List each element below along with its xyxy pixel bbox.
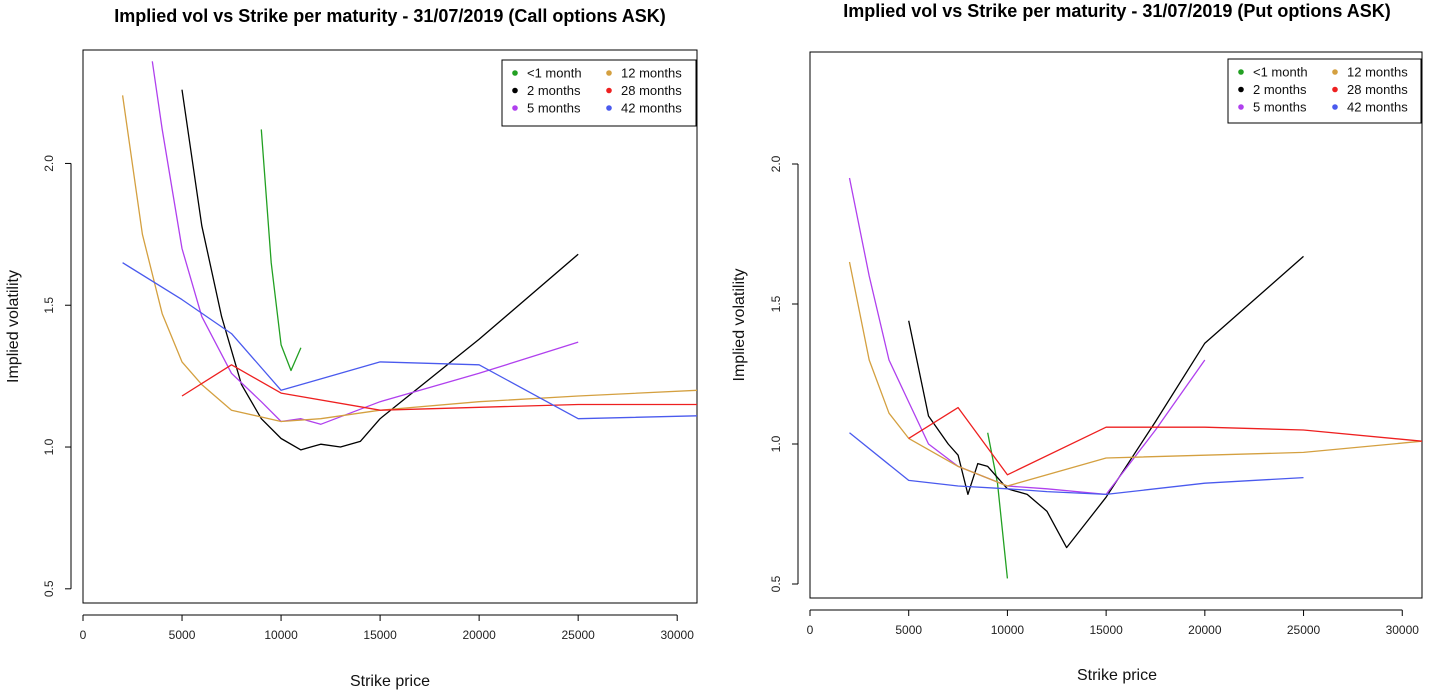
put-options-chart: Implied vol vs Strike per maturity - 31/… [731, 1, 1423, 684]
series-line-lt1-month [987, 432, 1009, 579]
x-tick-label: 10000 [991, 623, 1025, 637]
legend-label-5-months: 5 months [1253, 100, 1307, 115]
legend-marker-lt1-month [512, 70, 518, 76]
legend-label-2-months: 2 months [1253, 82, 1307, 97]
y-tick-label: 0.5 [769, 575, 783, 592]
series-line-42-months [849, 432, 1304, 496]
x-tick-label: 25000 [561, 628, 595, 642]
x-tick-label: 0 [807, 623, 814, 637]
legend-marker-12-months [606, 70, 612, 76]
y-tick-label: 1.5 [769, 295, 783, 312]
x-tick-label: 25000 [1287, 623, 1321, 637]
y-axis-label: Implied volatility [731, 269, 748, 382]
x-tick-label: 15000 [363, 628, 397, 642]
legend-label-28-months: 28 months [621, 83, 682, 98]
y-tick-label: 1.0 [42, 438, 56, 455]
legend-marker-28-months [606, 87, 612, 94]
legend-marker-42-months [1332, 104, 1338, 110]
plot-frame [809, 51, 1423, 599]
plot-frame [82, 49, 698, 604]
x-tick-label: 20000 [462, 628, 496, 642]
legend-marker-5-months [512, 105, 518, 111]
x-tick-label: 30000 [1386, 623, 1420, 637]
series-line-28-months [181, 364, 697, 411]
legend-label-42-months: 42 months [1347, 100, 1408, 115]
series-line-12-months [848, 261, 1422, 487]
chart-title: Implied vol vs Strike per maturity - 31/… [843, 1, 1391, 21]
legend-marker-42-months [606, 105, 612, 111]
legend-label-42-months: 42 months [621, 101, 682, 116]
series-line-2-months [181, 89, 579, 451]
legend-marker-2-months [1238, 86, 1244, 93]
legend-box [1227, 58, 1422, 124]
series-line-5-months [848, 177, 1206, 496]
series-group [848, 177, 1422, 579]
series-group [121, 61, 697, 451]
y-tick-label: 0.5 [42, 580, 56, 597]
chart-title: Implied vol vs Strike per maturity - 31/… [114, 6, 666, 26]
x-axis-label: Strike price [350, 673, 430, 690]
y-tick-label: 2.0 [42, 155, 56, 172]
legend-marker-12-months [1332, 69, 1338, 75]
x-tick-label: 10000 [264, 628, 298, 642]
y-tick-label: 2.0 [769, 155, 783, 172]
legend-marker-28-months [1332, 86, 1338, 93]
x-tick-label: 20000 [1188, 623, 1222, 637]
series-line-12-months [121, 95, 697, 423]
legend-marker-lt1-month [1238, 69, 1244, 75]
legend-label-12-months: 12 months [1347, 65, 1408, 80]
call-options-chart: Implied vol vs Strike per maturity - 31/… [5, 6, 698, 690]
legend-label-28-months: 28 months [1347, 82, 1408, 97]
legend-label-5-months: 5 months [527, 101, 581, 116]
x-axis-label: Strike price [1077, 667, 1157, 684]
legend-label-lt1-month: <1 month [527, 66, 582, 81]
x-tick-label: 5000 [895, 623, 922, 637]
x-tick-label: 0 [80, 628, 87, 642]
x-tick-label: 5000 [169, 628, 196, 642]
y-tick-label: 1.0 [769, 435, 783, 452]
legend-marker-2-months [512, 87, 518, 94]
x-tick-label: 30000 [661, 628, 695, 642]
series-line-5-months [151, 61, 579, 425]
legend-label-lt1-month: <1 month [1253, 65, 1308, 80]
series-line-28-months [908, 406, 1422, 476]
series-line-2-months [908, 255, 1304, 549]
legend-marker-5-months [1238, 104, 1244, 110]
legend-box [501, 59, 697, 127]
legend-label-12-months: 12 months [621, 66, 682, 81]
y-tick-label: 1.5 [42, 297, 56, 314]
series-line-lt1-month [260, 129, 302, 372]
legend-label-2-months: 2 months [527, 83, 581, 98]
x-tick-label: 15000 [1089, 623, 1123, 637]
y-axis-label: Implied volatility [5, 270, 22, 383]
series-line-42-months [122, 262, 697, 420]
